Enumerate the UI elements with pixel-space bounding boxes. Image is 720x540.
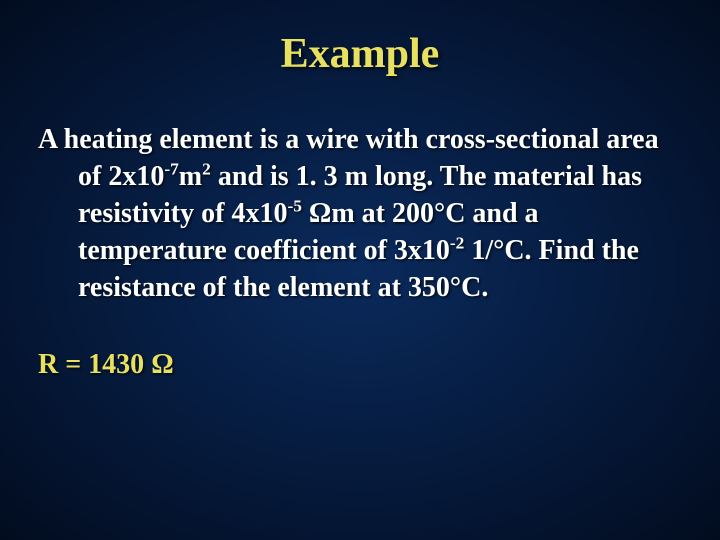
answer-label: R = 1430 [38, 349, 151, 380]
exp-unit1: 2 [202, 160, 211, 179]
omega-1: Ω [309, 198, 331, 229]
exp-3: -2 [450, 234, 464, 253]
answer-line: R = 1430 Ω [38, 349, 682, 381]
problem-lead: A heating element is a wire with cross- [38, 124, 495, 155]
slide-title: Example [38, 30, 682, 78]
problem-statement: A heating element is a wire with cross-s… [38, 122, 682, 307]
exp-1: -7 [164, 160, 178, 179]
exp-2: -5 [287, 197, 301, 216]
unit-m: m [179, 161, 202, 192]
space1 [302, 198, 309, 229]
omega-answer: Ω [151, 349, 173, 380]
